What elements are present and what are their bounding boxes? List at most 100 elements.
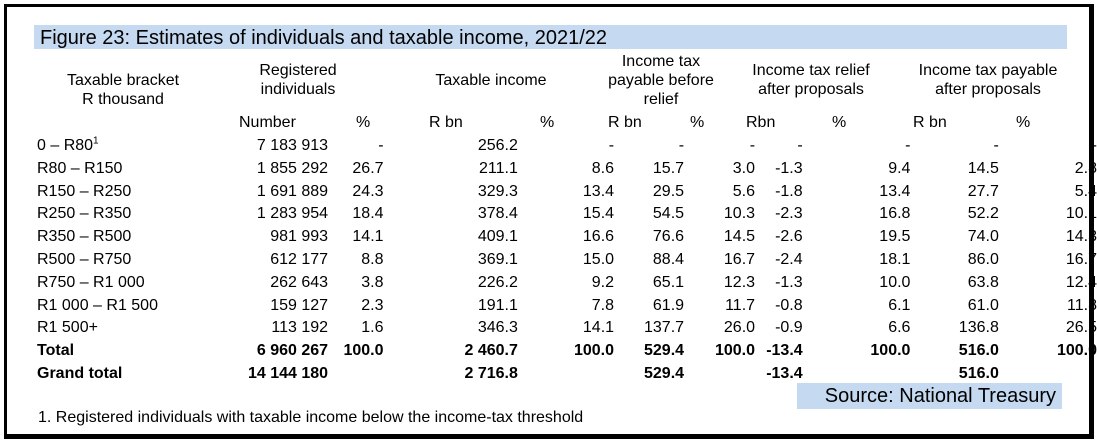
table-row: Total 6 960 267 100.0 2 460.7 100.0 529.4 100.…: [37, 340, 1097, 363]
cell-before-pct: 10.3: [723, 205, 756, 223]
cell-relief-rbn: -2.6: [775, 228, 803, 246]
table-row: 0 – R801 7 183 913 - 256.2 - - - - - - -: [37, 135, 1097, 158]
cell-after-pct: 100.0: [1056, 342, 1097, 360]
cell-registered-pct: [328, 363, 383, 386]
cell-relief-pct: 6.6: [888, 319, 911, 337]
header-payable-before-line1: Income tax: [621, 53, 701, 70]
row-label: 0 – R801: [37, 135, 215, 158]
cell-relief-pct: 9.4: [888, 159, 911, 177]
cell-registered-pct: 100.0: [343, 342, 384, 360]
cell-after-pct: 14.3: [1065, 228, 1097, 246]
header-bracket-unit: R thousand: [82, 91, 164, 108]
cell-relief-pct: 18.1: [879, 250, 911, 268]
cell-relief-pct: -: [905, 137, 911, 154]
cell-relief-pct: 16.8: [879, 205, 911, 223]
cell-registered-number: 1 283 954: [256, 205, 329, 223]
figure-frame: [4, 4, 1094, 439]
cell-after-pct: 12.4: [1065, 273, 1097, 291]
row-label-text: 0 – R80: [37, 137, 94, 154]
cell-registered-number: 981 993: [270, 228, 329, 246]
source-note: Source: National Treasury: [797, 383, 1062, 409]
row-label: R150 – R250: [37, 181, 215, 204]
cell-taxable-pct: 14.1: [582, 319, 615, 337]
cell-registered-number: 1 691 889: [256, 182, 329, 200]
cell-taxable-rbn: 2 460.7: [464, 342, 518, 360]
cell-relief-rbn: -1.8: [775, 182, 803, 200]
cell-before-pct: -: [749, 137, 756, 154]
cell-registered-number: 159 127: [270, 296, 329, 314]
cell-registered-pct: 2.3: [361, 296, 384, 314]
cell-after-pct: 10.1: [1065, 205, 1097, 223]
cell-taxable-rbn: 409.1: [477, 228, 518, 246]
cell-registered-number: 14 144 180: [247, 364, 329, 382]
cell-taxable-pct: 7.8: [591, 296, 615, 314]
cell-before-pct: 14.5: [723, 228, 756, 246]
cell-before-rbn: 15.7: [652, 159, 685, 177]
header-payable-after-line2: after proposals: [935, 81, 1041, 98]
header-registered-line1: Registered: [259, 62, 337, 79]
cell-relief-pct: 10.0: [879, 273, 911, 291]
cell-after-pct: 2.8: [1074, 159, 1097, 177]
cell-taxable-pct: 9.2: [591, 273, 615, 291]
row-label-text: Total: [37, 342, 75, 360]
table-row: R350 – R500 981 993 14.1 409.1 16.6 76.6 14.5 -…: [37, 226, 1097, 249]
cell-after-pct: 11.8: [1067, 296, 1097, 314]
cell-taxable-pct: 8.6: [591, 159, 615, 177]
cell-after-pct: 5.4: [1074, 182, 1097, 200]
figure-title: Figure 23: Estimates of individuals and …: [34, 25, 1067, 49]
row-label: R500 – R750: [37, 249, 215, 272]
cell-after-rbn: 63.8: [967, 273, 999, 291]
row-label: R1 000 – R1 500: [37, 295, 215, 318]
header-taxable-income: Taxable income: [435, 72, 547, 89]
cell-taxable-rbn: 191.1: [477, 296, 518, 314]
cell-relief-rbn: -1.3: [775, 159, 803, 177]
subheader-rbn-before: R bn: [608, 114, 642, 131]
cell-before-pct: 26.0: [723, 319, 756, 337]
cell-taxable-pct: 13.4: [582, 182, 615, 200]
cell-registered-pct: 18.4: [352, 205, 384, 223]
cell-taxable-pct: 15.4: [582, 205, 615, 223]
row-label-text: R1 000 – R1 500: [37, 296, 158, 314]
cell-before-rbn: -: [678, 137, 685, 154]
row-label: R80 – R150: [37, 158, 215, 181]
footnote-marker: 1: [93, 135, 99, 147]
footnote: 1. Registered individuals with taxable i…: [38, 409, 584, 426]
header-relief-line1: Income tax relief: [752, 62, 870, 79]
cell-after-rbn: -: [993, 137, 999, 154]
cell-relief-rbn: -2.3: [775, 205, 803, 223]
cell-after-rbn: 27.7: [967, 182, 999, 200]
table-row: R1 000 – R1 500 159 127 2.3 191.1 7.8 61.9 11.…: [37, 295, 1097, 318]
cell-after-rbn: 516.0: [958, 342, 999, 360]
cell-before-pct: 12.3: [723, 273, 756, 291]
row-label-text: R1 500+: [37, 319, 98, 337]
cell-registered-pct: 14.1: [352, 228, 384, 246]
cell-registered-pct: 8.8: [361, 250, 384, 268]
cell-after-rbn: 86.0: [967, 250, 999, 268]
header-registered-line2: individuals: [260, 81, 336, 98]
cell-taxable-rbn: 369.1: [477, 250, 518, 268]
cell-relief-pct: 6.1: [888, 296, 911, 314]
subheader-pct-registered: %: [356, 114, 371, 131]
cell-after-pct: 26.5: [1065, 319, 1097, 337]
cell-relief-rbn: -0.8: [775, 296, 803, 314]
cell-taxable-pct: -: [608, 137, 615, 154]
row-label-text: Grand total: [37, 364, 123, 382]
cell-registered-pct: 24.3: [352, 182, 384, 200]
cell-after-pct: -: [1091, 137, 1097, 154]
cell-before-pct: 11.7: [725, 296, 756, 314]
cell-registered-pct: -: [378, 137, 384, 154]
subheader-rbn-relief: Rbn: [746, 114, 776, 131]
row-label-text: R350 – R500: [37, 228, 132, 246]
cell-taxable-pct: 15.0: [582, 250, 615, 268]
cell-before-pct: [684, 363, 755, 386]
header-payable-after: Income tax payable after proposals: [903, 61, 1073, 99]
row-label: R1 500+: [37, 317, 215, 340]
cell-before-pct: 100.0: [714, 342, 756, 360]
cell-registered-pct: 3.8: [361, 273, 384, 291]
cell-taxable-rbn: 346.3: [477, 319, 518, 337]
cell-registered-number: 7 183 913: [256, 137, 329, 154]
cell-relief-rbn: -1.3: [775, 273, 803, 291]
cell-before-rbn: 529.4: [644, 364, 685, 382]
row-label-text: R500 – R750: [37, 250, 132, 268]
cell-before-rbn: 137.7: [644, 319, 685, 337]
